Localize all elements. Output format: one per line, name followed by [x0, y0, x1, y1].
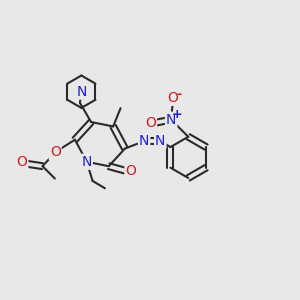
Text: N: N: [166, 113, 176, 127]
Text: N: N: [155, 134, 166, 148]
Text: O: O: [145, 116, 156, 130]
Text: O: O: [50, 146, 61, 159]
Text: N: N: [139, 134, 149, 148]
Text: N: N: [82, 155, 92, 169]
Text: O: O: [125, 164, 136, 178]
Text: N: N: [76, 85, 87, 99]
Text: O: O: [167, 91, 178, 105]
Text: O: O: [16, 155, 27, 170]
Text: -: -: [176, 88, 181, 101]
Text: +: +: [172, 109, 182, 122]
